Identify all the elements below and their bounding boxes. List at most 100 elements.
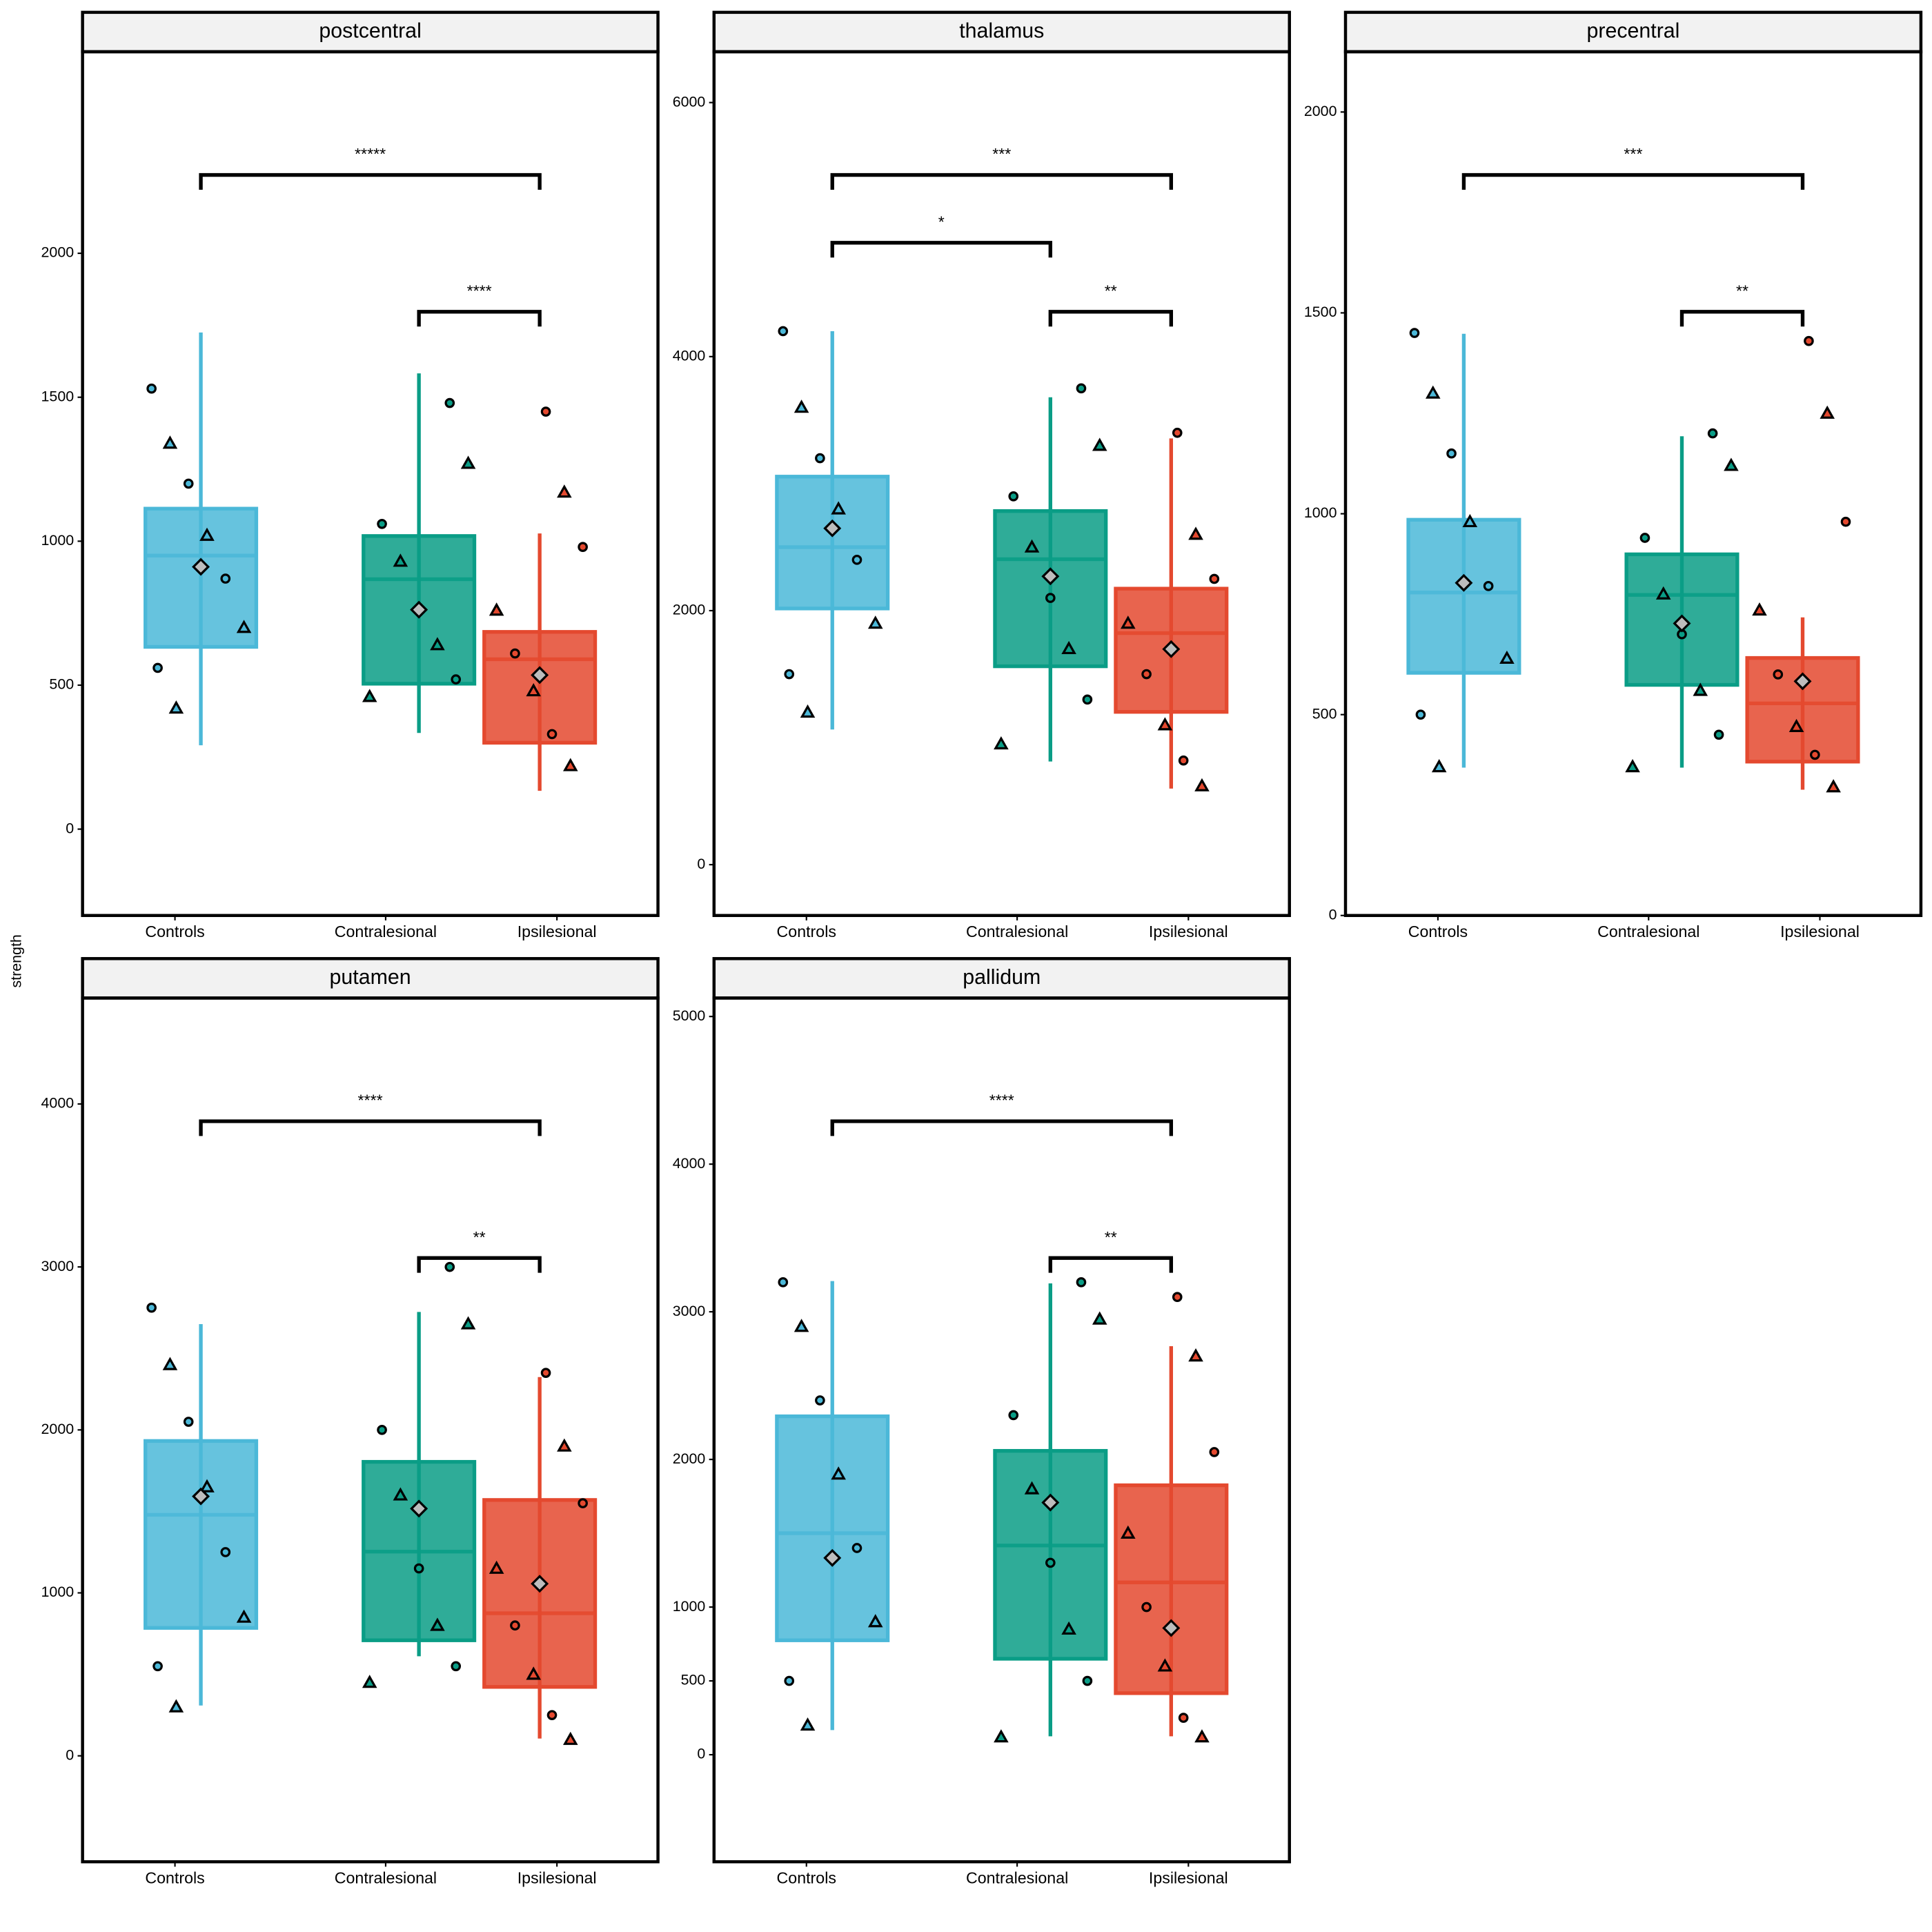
data-point: [867, 615, 883, 629]
data-point: [489, 1560, 504, 1574]
data-point: [146, 383, 157, 394]
y-tick-label: 500: [681, 1672, 706, 1688]
x-tick-label: Ipsilesional: [1149, 1869, 1228, 1886]
data-point: [146, 1302, 157, 1313]
data-point: [1157, 717, 1173, 731]
y-tick-label: 500: [1312, 705, 1337, 722]
significance-bracket: [1679, 310, 1805, 327]
data-point: [1061, 1621, 1076, 1635]
mean-marker: [1162, 640, 1181, 658]
data-point: [199, 1479, 215, 1492]
y-tick-label: 1000: [1304, 504, 1337, 521]
data-point: [236, 620, 252, 633]
data-point: [1121, 1525, 1136, 1539]
significance-bracket: [830, 172, 1173, 190]
data-point: [1172, 427, 1183, 438]
data-point: [1092, 437, 1107, 451]
data-point: [1483, 581, 1494, 591]
panel-frame: [712, 50, 1291, 918]
significance-bracket: [417, 1256, 542, 1273]
y-tick-label: 1000: [41, 532, 75, 549]
data-point: [851, 1543, 862, 1553]
significance-bracket: [1461, 172, 1805, 190]
data-point: [168, 700, 184, 714]
mean-marker: [1673, 614, 1691, 633]
mean-marker: [1793, 672, 1812, 691]
box: [993, 1449, 1108, 1661]
y-tick-label: 0: [697, 856, 705, 872]
significance-label: ****: [358, 1092, 383, 1110]
y-tick-label: 0: [66, 1746, 74, 1763]
data-point: [183, 478, 194, 489]
x-tick-label: Ipsilesional: [1780, 923, 1860, 940]
x-tick-label: Controls: [777, 923, 836, 940]
data-point: [1499, 650, 1515, 664]
significance-bracket: [1048, 1256, 1173, 1273]
box: [1114, 1483, 1229, 1695]
y-tick-label: 3000: [41, 1258, 75, 1274]
data-point: [546, 729, 558, 740]
y-tick-label: 6000: [673, 93, 706, 110]
mean-marker: [823, 1548, 842, 1567]
data-point: [460, 1316, 476, 1330]
data-point: [578, 1498, 588, 1508]
y-tick-label: 2000: [41, 1421, 75, 1437]
data-point: [1826, 779, 1841, 793]
significance-label: **: [473, 1228, 486, 1246]
data-point: [1082, 694, 1093, 705]
box: [482, 1498, 598, 1689]
data-point: [152, 662, 163, 673]
y-tick-label: 2000: [1304, 103, 1337, 119]
mean-marker: [410, 600, 428, 619]
data-point: [1707, 428, 1718, 439]
data-point: [444, 397, 455, 408]
panel-title: putamen: [330, 966, 411, 989]
data-point: [1209, 1447, 1220, 1457]
data-point: [362, 689, 377, 702]
strip: [712, 10, 1291, 54]
x-tick-label: Contralesional: [335, 923, 437, 940]
panel-frame: [712, 996, 1291, 1864]
data-point: [1409, 328, 1420, 338]
data-point: [1141, 1601, 1152, 1613]
mean-marker: [1162, 1619, 1181, 1637]
data-point: [183, 1417, 194, 1427]
significance-bracket: [830, 241, 1052, 258]
strip: [81, 10, 660, 54]
data-point: [1804, 335, 1814, 346]
data-point: [1820, 405, 1835, 419]
data-point: [793, 400, 809, 413]
data-point: [220, 1547, 231, 1557]
data-point: [994, 1729, 1009, 1743]
data-point: [220, 573, 231, 584]
y-tick-label: 4000: [41, 1095, 75, 1112]
box: [775, 475, 890, 611]
x-tick-label: Contralesional: [335, 1869, 437, 1886]
significance-label: ***: [1624, 145, 1642, 163]
significance-label: ***: [992, 145, 1011, 163]
y-tick-label: 4000: [673, 1155, 706, 1172]
data-point: [540, 406, 551, 417]
data-point: [1076, 1277, 1087, 1288]
data-point: [793, 1319, 809, 1332]
data-point: [162, 435, 178, 449]
data-point: [152, 1661, 163, 1672]
data-point: [1625, 759, 1640, 773]
data-point: [1713, 729, 1724, 740]
x-tick-label: Controls: [1408, 923, 1468, 940]
significance-label: **: [1736, 282, 1748, 299]
box: [775, 1414, 890, 1642]
significance-bracket: [417, 310, 542, 327]
significance-label: *****: [355, 145, 386, 163]
data-point: [867, 1614, 883, 1628]
mean-marker: [531, 666, 549, 684]
mean-marker: [410, 1499, 428, 1518]
data-point: [1061, 640, 1076, 655]
data-point: [1092, 1311, 1107, 1325]
data-point: [784, 669, 795, 680]
data-point: [1724, 457, 1739, 471]
data-point: [236, 1609, 252, 1623]
data-point: [1639, 533, 1650, 543]
x-tick-label: Ipsilesional: [518, 1869, 597, 1886]
data-point: [510, 648, 520, 659]
